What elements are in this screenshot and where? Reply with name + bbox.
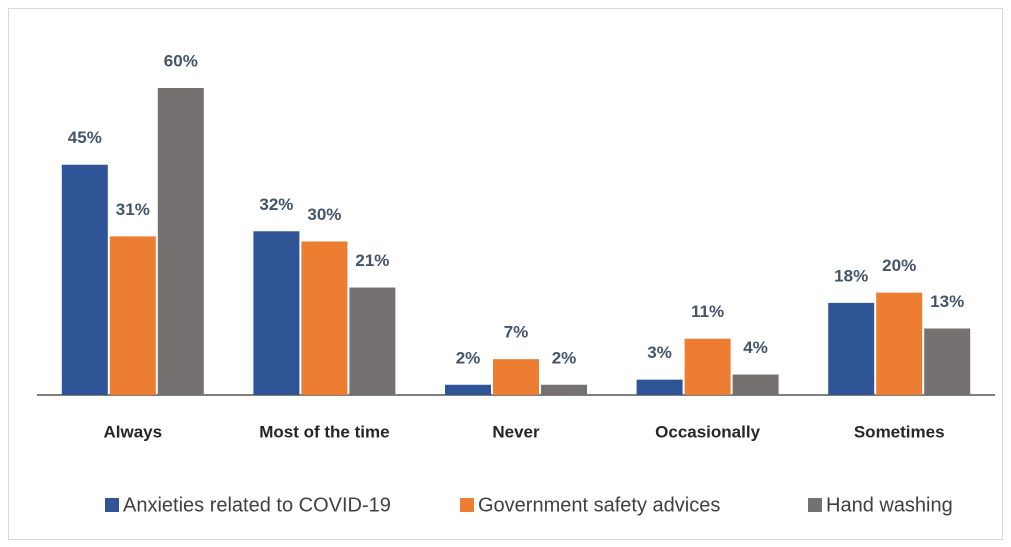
data-label: 32% — [259, 195, 293, 214]
legend-label: Government safety advices — [478, 494, 720, 516]
bar — [445, 384, 491, 395]
chart-border — [8, 8, 1003, 540]
legend-label: Anxieties related to COVID-19 — [123, 494, 391, 516]
data-label: 30% — [307, 205, 341, 224]
bar — [493, 359, 539, 395]
bar — [876, 292, 923, 395]
data-label: 7% — [504, 323, 529, 342]
data-label: 3% — [647, 343, 672, 362]
bar — [541, 384, 587, 395]
legend-marker — [460, 498, 474, 512]
bar — [301, 241, 348, 395]
data-label: 18% — [834, 266, 868, 285]
data-label: 21% — [355, 251, 389, 270]
legend-marker — [808, 498, 822, 512]
bar — [924, 328, 971, 395]
data-label: 2% — [456, 348, 481, 367]
data-label: 13% — [930, 292, 964, 311]
bar — [828, 302, 875, 395]
x-tick-label: Sometimes — [854, 422, 945, 441]
x-tick-label: Occasionally — [655, 422, 760, 441]
data-label: 4% — [743, 338, 768, 357]
bar — [349, 287, 396, 395]
x-tick-label: Never — [492, 422, 540, 441]
bar — [732, 374, 779, 395]
data-label: 31% — [116, 200, 150, 219]
data-label: 45% — [68, 128, 102, 147]
data-label: 60% — [164, 51, 198, 70]
data-label: 11% — [691, 302, 724, 321]
bar — [109, 236, 156, 395]
legend-marker — [105, 498, 119, 512]
bar — [684, 338, 731, 395]
bar — [157, 88, 204, 395]
x-tick-label: Always — [104, 422, 163, 441]
data-label: 2% — [552, 348, 577, 367]
legend-label: Hand washing — [826, 494, 953, 516]
data-label: 20% — [882, 256, 916, 275]
bar — [253, 231, 300, 395]
bar — [636, 379, 683, 395]
bar — [61, 164, 108, 395]
x-tick-label: Most of the time — [259, 422, 389, 441]
